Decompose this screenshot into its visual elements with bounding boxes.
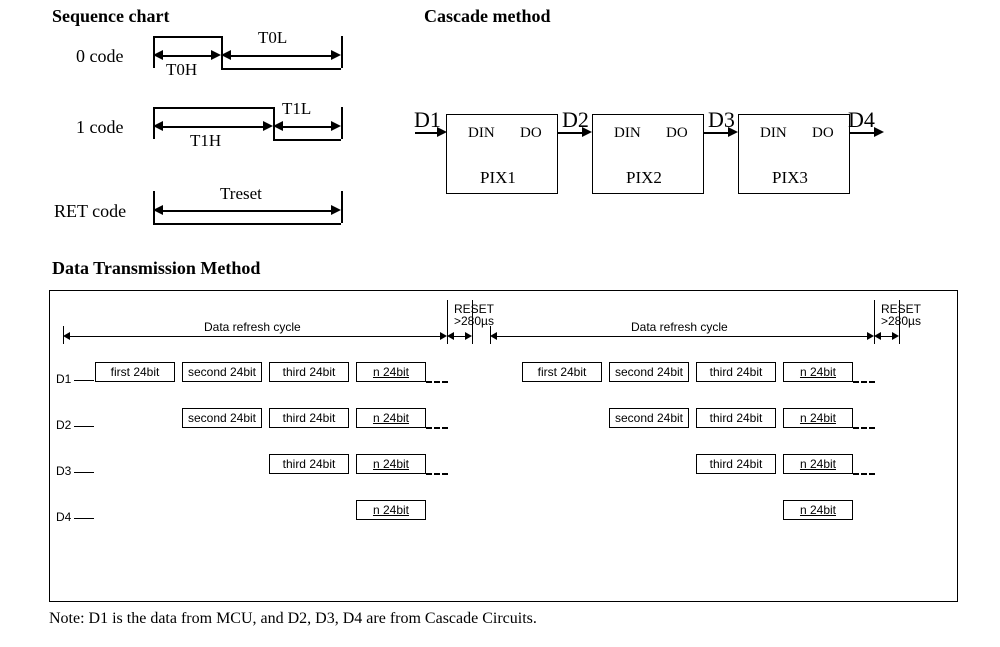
cell-first: first 24bit — [522, 362, 602, 382]
label-do3: DO — [812, 125, 834, 142]
arrow-left-icon — [447, 332, 454, 340]
cell-n: n 24bit — [356, 408, 426, 428]
arrow-right-icon — [331, 121, 341, 131]
wf-line — [153, 223, 341, 225]
arrow-right-icon — [874, 127, 884, 137]
label-refresh-2: Data refresh cycle — [627, 320, 732, 334]
cell-third: third 24bit — [696, 362, 776, 382]
arrow-right-icon — [582, 127, 592, 137]
arrow-line — [226, 55, 336, 57]
cell-n: n 24bit — [356, 362, 426, 382]
lane-tick — [74, 472, 94, 473]
label-din1: DIN — [468, 125, 495, 142]
dash-line — [426, 473, 448, 475]
arrow-right-icon — [465, 332, 472, 340]
cell-third: third 24bit — [269, 454, 349, 474]
arrow-right-icon — [440, 332, 447, 340]
wf-line — [273, 139, 341, 141]
dash-line — [853, 381, 875, 383]
label-refresh-1: Data refresh cycle — [200, 320, 305, 334]
dash-line — [853, 473, 875, 475]
label-reset-time-2: >280µs — [881, 314, 921, 328]
arrow-line — [278, 126, 336, 128]
arrow-right-icon — [867, 332, 874, 340]
wf-line — [341, 191, 343, 223]
arrow-left-icon — [273, 121, 283, 131]
cell-n: n 24bit — [356, 500, 426, 520]
label-din2: DIN — [614, 125, 641, 142]
wf-line — [153, 36, 221, 38]
lane-tick — [74, 380, 94, 381]
cell-first: first 24bit — [95, 362, 175, 382]
arrow-right-icon — [437, 127, 447, 137]
label-t1h: T1H — [190, 131, 221, 151]
label-do2: DO — [666, 125, 688, 142]
hdr-line — [493, 336, 871, 337]
arrow-left-icon — [221, 50, 231, 60]
dash-line — [426, 381, 448, 383]
wf-line — [221, 68, 341, 70]
arrow-line — [158, 126, 268, 128]
hdr-line — [66, 336, 444, 337]
arrow-left-icon — [153, 50, 163, 60]
wf-line — [341, 36, 343, 68]
wf-line — [341, 107, 343, 139]
label-treset: Treset — [220, 184, 262, 204]
lane-d4: D4 — [56, 510, 71, 524]
cell-second: second 24bit — [182, 362, 262, 382]
label-pix3: PIX3 — [772, 168, 808, 188]
cell-third: third 24bit — [269, 362, 349, 382]
cell-n: n 24bit — [356, 454, 426, 474]
cell-third: third 24bit — [269, 408, 349, 428]
arrow-right-icon — [331, 205, 341, 215]
lane-d2: D2 — [56, 418, 71, 432]
label-din3: DIN — [760, 125, 787, 142]
heading-sequence: Sequence chart — [52, 6, 169, 27]
arrow-right-icon — [211, 50, 221, 60]
cell-second: second 24bit — [182, 408, 262, 428]
arrow-right-icon — [892, 332, 899, 340]
label-1-code: 1 code — [76, 117, 123, 138]
cell-second: second 24bit — [609, 408, 689, 428]
arrow-left-icon — [153, 205, 163, 215]
arrow-right-icon — [728, 127, 738, 137]
label-pix1: PIX1 — [480, 168, 516, 188]
cell-n: n 24bit — [783, 454, 853, 474]
lane-tick — [74, 426, 94, 427]
cell-third: third 24bit — [696, 408, 776, 428]
lane-tick — [74, 518, 94, 519]
label-t0l: T0L — [258, 28, 287, 48]
heading-cascade: Cascade method — [424, 6, 551, 27]
cell-n: n 24bit — [783, 362, 853, 382]
arrow-right-icon — [331, 50, 341, 60]
arrow-left-icon — [153, 121, 163, 131]
label-0-code: 0 code — [76, 46, 123, 67]
arrow-left-icon — [874, 332, 881, 340]
cell-n: n 24bit — [783, 408, 853, 428]
lane-d3: D3 — [56, 464, 71, 478]
arrow-right-icon — [263, 121, 273, 131]
label-t1l: T1L — [282, 99, 311, 119]
cell-third: third 24bit — [696, 454, 776, 474]
label-t0h: T0H — [166, 60, 197, 80]
heading-transmission: Data Transmission Method — [52, 258, 260, 279]
cell-n: n 24bit — [783, 500, 853, 520]
label-pix2: PIX2 — [626, 168, 662, 188]
arrow-line — [158, 55, 216, 57]
lane-d1: D1 — [56, 372, 71, 386]
label-ret-code: RET code — [54, 201, 126, 222]
dash-line — [853, 427, 875, 429]
cell-second: second 24bit — [609, 362, 689, 382]
dash-line — [426, 427, 448, 429]
arrow-left-icon — [63, 332, 70, 340]
arrow-line — [158, 210, 336, 212]
note-text: Note: D1 is the data from MCU, and D2, D… — [49, 610, 537, 628]
arrow-left-icon — [490, 332, 497, 340]
label-reset-time-1: >280µs — [454, 314, 494, 328]
wf-line — [153, 107, 273, 109]
label-do1: DO — [520, 125, 542, 142]
label-d4: D4 — [848, 107, 875, 133]
